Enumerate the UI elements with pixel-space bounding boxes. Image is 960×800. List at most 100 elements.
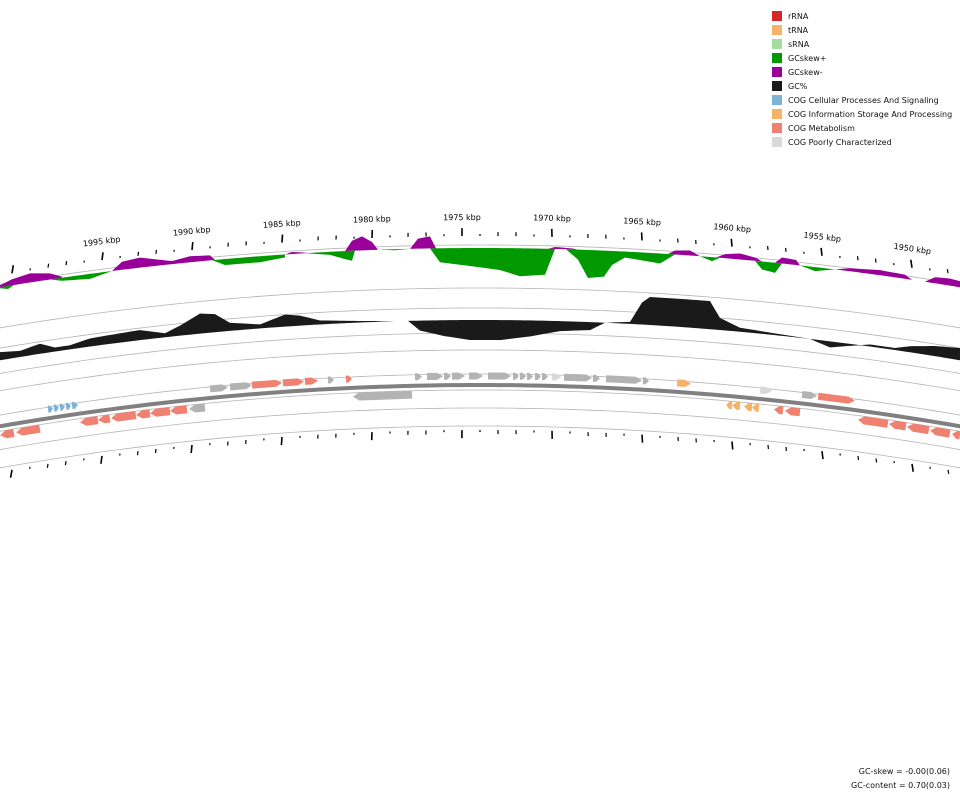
gc-skew-minus-peak <box>345 236 378 252</box>
legend-label: COG Metabolism <box>788 123 855 133</box>
reverse-gene-arrow <box>744 402 753 412</box>
gc-content-stat: GC-content = 0.70(0.03) <box>851 781 950 790</box>
forward-gene-arrow <box>468 372 483 380</box>
forward-gene-arrow <box>642 377 649 385</box>
reverse-gene-arrow <box>170 405 188 415</box>
legend-swatch <box>772 39 782 49</box>
forward-gene-arrow <box>551 373 561 381</box>
gc-skew-plus-peak <box>430 248 555 277</box>
reverse-strand-features <box>0 390 960 440</box>
legend-label: GC% <box>788 81 808 91</box>
reverse-gene-arrow <box>785 407 801 417</box>
reverse-gene-arrow <box>80 416 99 426</box>
legend-swatch <box>772 67 782 77</box>
reverse-gene-arrow <box>752 403 760 412</box>
ruler-tick <box>101 252 104 261</box>
forward-gene-arrow <box>759 386 772 394</box>
legend-item-cog-cellular: COG Cellular Processes And Signaling <box>772 93 952 107</box>
ruler-tick-label: 1970 kbp <box>533 213 571 223</box>
forward-gene-arrow <box>512 372 519 380</box>
forward-gene-arrow <box>47 405 53 413</box>
ruler-tick <box>46 463 49 468</box>
legend-label: COG Poorly Characterized <box>788 137 892 147</box>
legend-swatch <box>772 123 782 133</box>
reverse-gene-arrow <box>136 409 151 419</box>
forward-gene-arrow <box>801 390 817 399</box>
gc-content-profile <box>0 296 960 361</box>
reverse-gene-arrow <box>858 416 889 428</box>
gc-skew-minus-peak <box>925 277 960 288</box>
ruler-tick-label: 1965 kbp <box>623 216 661 227</box>
forward-gene-arrow <box>229 382 252 391</box>
ruler-tick-label: 1990 kbp <box>173 225 211 238</box>
ruler-tick-labels: 1995 kbp 1990 kbp 1985 kbp 1980 kbp 1975 kbp… <box>82 213 931 256</box>
track-line <box>0 389 960 432</box>
forward-gene-arrow <box>526 372 533 380</box>
gc-skew-plus-peak <box>212 254 285 266</box>
legend-swatch <box>772 25 782 35</box>
legend-item-trna: tRNA <box>772 23 952 37</box>
gc-skew-plus-peak <box>800 265 835 272</box>
reverse-gene-arrow <box>189 403 206 413</box>
forward-gene-arrow <box>563 373 592 382</box>
forward-gene-arrow <box>282 378 304 387</box>
reverse-gene-arrow <box>16 424 41 436</box>
gc-skew-plus-peak <box>305 250 355 261</box>
ruler-tick <box>190 444 193 454</box>
forward-gene-arrow <box>59 403 65 411</box>
forward-gene-arrow <box>534 373 541 381</box>
ruler-tick <box>946 269 949 274</box>
legend-item-gc-percent: GC% <box>772 79 952 93</box>
ruler-tick <box>731 441 734 450</box>
gc-skew-minus-peak <box>285 251 308 255</box>
gc-skew-plus-peak <box>700 256 720 262</box>
ruler-tick-label: 1980 kbp <box>353 214 391 224</box>
forward-gene-arrow <box>541 373 548 381</box>
forward-gene-arrow <box>65 402 71 410</box>
legend-label: COG Cellular Processes And Signaling <box>788 95 939 105</box>
reverse-gene-arrow <box>150 407 171 417</box>
ruler-tick <box>641 434 644 443</box>
ruler-tick <box>281 234 284 243</box>
ruler-tick <box>730 238 733 247</box>
reverse-gene-arrow <box>726 401 733 410</box>
ruler-tick <box>11 265 15 274</box>
ruler-tick-label: 1955 kbp <box>803 231 841 244</box>
ruler-tick <box>100 455 103 464</box>
ruler-tick <box>874 258 877 263</box>
gc-skew-plus-peak <box>566 249 675 278</box>
forward-gene-arrow <box>414 373 422 381</box>
ruler-tick <box>820 247 823 256</box>
ruler-tick <box>136 451 139 456</box>
ruler-tick <box>947 469 950 474</box>
gc-skew-plus-peak <box>755 260 782 273</box>
legend-item-cog-information: COG Information Storage And Processing <box>772 107 952 121</box>
reverse-gene-arrow <box>0 429 15 439</box>
legend-swatch <box>772 109 782 119</box>
outer-ruler-ticks <box>11 228 949 274</box>
gc-skew-minus-peak <box>548 246 578 250</box>
ruler-tick <box>280 437 283 446</box>
forward-gene-arrow <box>426 372 443 381</box>
forward-gene-arrow <box>443 372 451 380</box>
forward-strand-features <box>47 372 855 413</box>
reverse-gene-arrow <box>930 427 951 438</box>
gc-skew-minus-peak <box>716 253 762 262</box>
gc-skew-plus-peak <box>0 285 14 290</box>
reverse-gene-arrow <box>889 420 907 431</box>
legend-swatch <box>772 11 782 21</box>
forward-gene-arrow <box>327 376 334 384</box>
track-line <box>0 425 960 469</box>
gc-skew-minus-peak <box>668 250 700 257</box>
ruler-tick <box>154 448 157 454</box>
ruler-tick <box>65 261 68 266</box>
ruler-tick-label: 1960 kbp <box>713 222 751 234</box>
gc-skew-minus-peak <box>0 273 62 288</box>
ruler-tick <box>821 451 824 460</box>
forward-gene-arrow <box>71 401 78 410</box>
reverse-gene-arrow <box>907 423 930 435</box>
ruler-tick-label: 1950 kbp <box>893 242 932 256</box>
gc-skew-minus-peak <box>410 236 436 249</box>
ruler-tick <box>910 259 913 268</box>
forward-gene-arrow <box>605 375 642 384</box>
